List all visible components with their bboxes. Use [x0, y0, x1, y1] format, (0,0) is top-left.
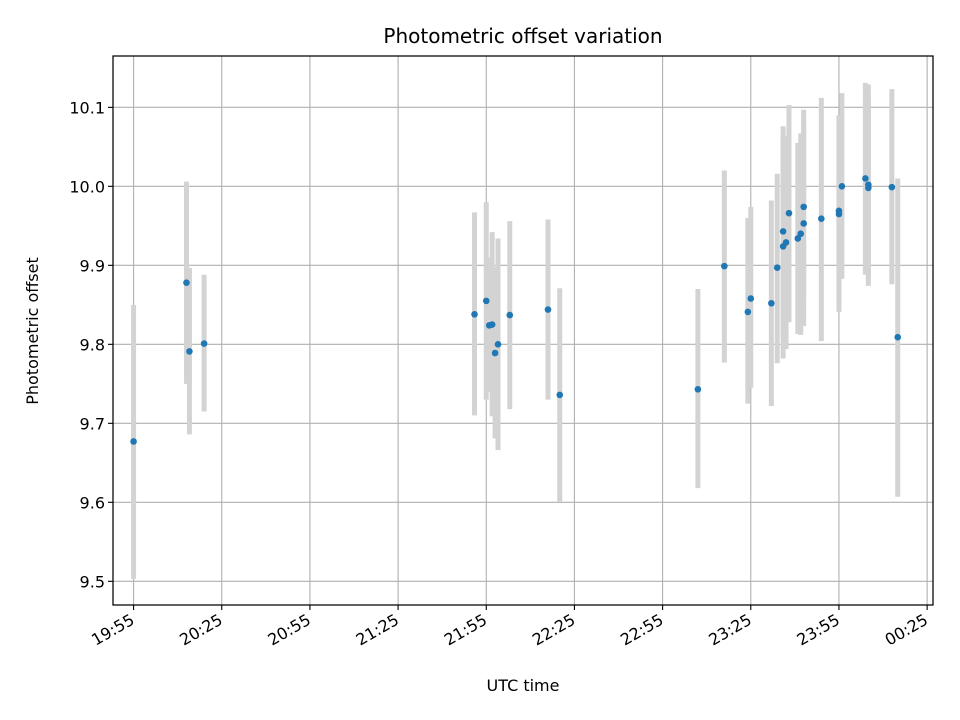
data-point — [782, 239, 790, 246]
data-point — [835, 207, 843, 215]
y-axis: 9.5 9.6 9.7 9.8 9.9 10.0 10.1 — [69, 98, 113, 591]
data-point — [471, 311, 478, 318]
data-point — [544, 306, 552, 313]
data-point — [818, 215, 825, 223]
x-axis-label: UTC time — [487, 676, 560, 695]
y-tick-label: 9.8 — [80, 335, 105, 354]
data-points — [130, 175, 902, 445]
data-point — [506, 311, 514, 319]
data-point — [800, 220, 807, 227]
data-point — [773, 264, 781, 272]
data-point — [865, 184, 872, 192]
data-point — [482, 297, 490, 305]
data-point — [744, 308, 752, 316]
data-point — [556, 391, 564, 399]
data-point — [491, 349, 499, 357]
data-point — [797, 230, 805, 238]
data-point — [862, 175, 869, 182]
data-point — [186, 348, 193, 355]
data-point — [200, 340, 208, 347]
data-point — [800, 203, 807, 211]
data-point — [779, 228, 787, 235]
y-tick-label: 10.1 — [69, 98, 105, 117]
data-point — [694, 386, 702, 393]
data-point — [768, 299, 775, 307]
data-point — [494, 341, 502, 348]
chart-title: Photometric offset variation — [383, 24, 662, 48]
y-tick-label: 9.9 — [80, 256, 105, 275]
y-tick-label: 10.0 — [69, 177, 105, 196]
y-tick-label: 9.6 — [80, 493, 105, 512]
data-point — [888, 183, 896, 191]
data-point — [488, 321, 496, 328]
data-point — [747, 295, 755, 302]
data-point — [794, 235, 802, 242]
y-tick-label: 9.7 — [80, 414, 105, 433]
data-point — [838, 183, 846, 190]
y-tick-label: 9.5 — [80, 572, 105, 591]
data-point — [721, 262, 728, 270]
y-axis-label: Photometric offset — [23, 257, 42, 405]
data-point — [130, 438, 137, 445]
data-point — [894, 333, 902, 341]
data-point — [785, 209, 793, 217]
data-point — [183, 279, 190, 287]
plot-frame — [112, 55, 934, 606]
